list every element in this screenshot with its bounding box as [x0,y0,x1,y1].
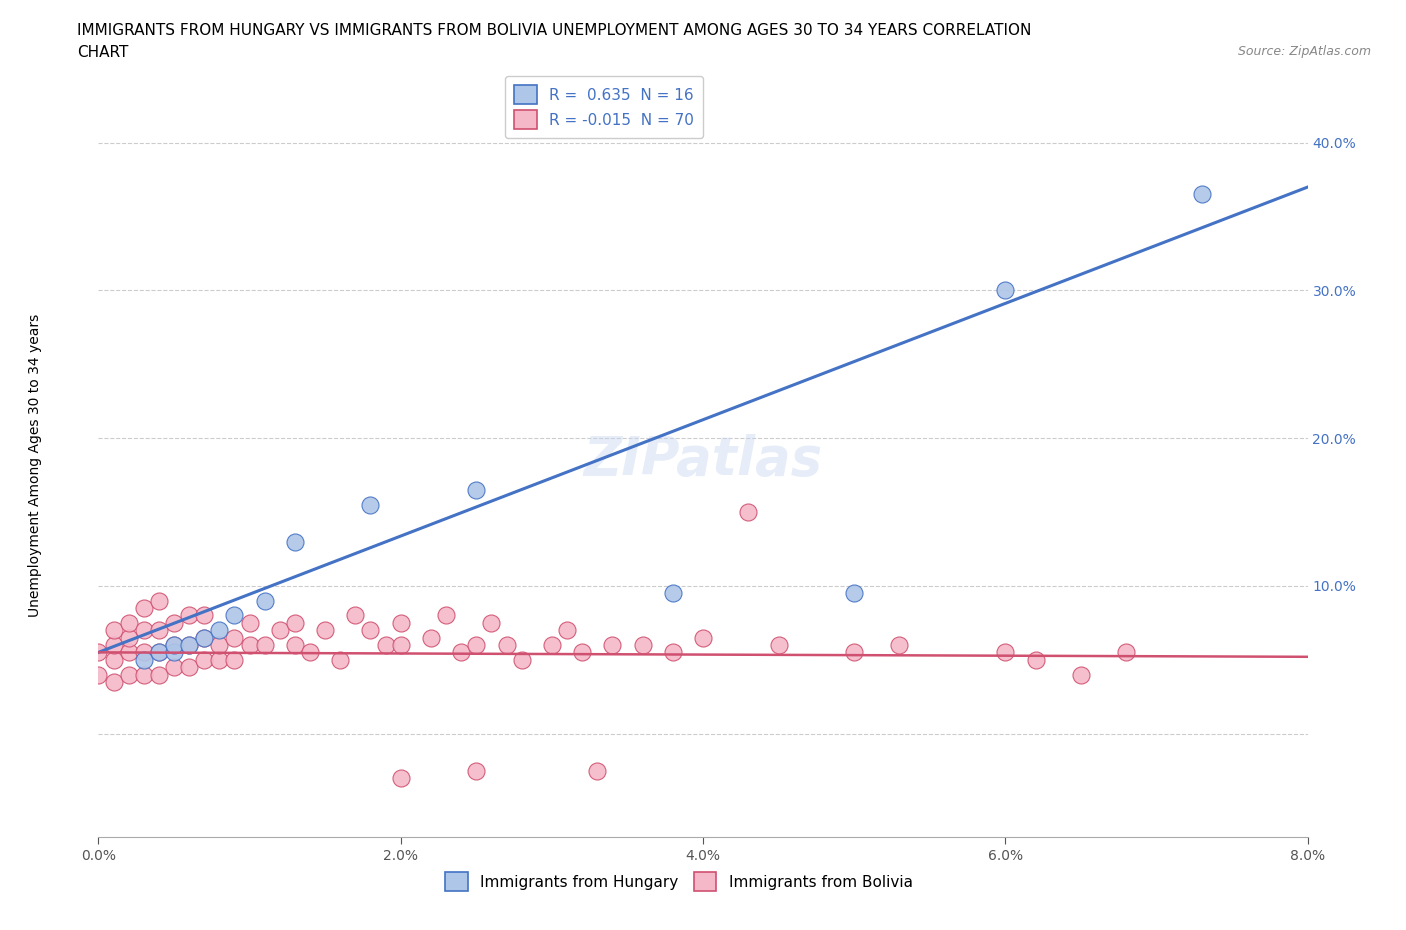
Point [148,644,170,659]
Point [540,638,562,653]
Point [571,644,593,659]
Point [661,644,683,659]
Point [994,644,1017,659]
Point [586,764,609,778]
Point [555,623,578,638]
Point [148,667,170,682]
Point [374,638,396,653]
Point [299,644,322,659]
Point [193,652,215,667]
Point [208,623,231,638]
Point [87,644,110,659]
Point [179,608,201,623]
Point [179,659,201,674]
Point [465,638,488,653]
Point [389,616,412,631]
Point [450,644,472,659]
Point [495,638,517,653]
Point [179,638,201,653]
Point [132,652,155,667]
Point [389,638,412,653]
Point [118,631,141,645]
Point [661,586,683,601]
Point [239,616,262,631]
Point [118,616,141,631]
Text: Source: ZipAtlas.com: Source: ZipAtlas.com [1237,45,1371,58]
Point [224,608,246,623]
Point [692,631,714,645]
Point [224,652,246,667]
Point [224,631,246,645]
Point [132,667,155,682]
Point [163,638,186,653]
Point [284,534,307,549]
Point [481,616,503,631]
Point [118,644,141,659]
Point [103,652,125,667]
Point [269,623,291,638]
Point [118,667,141,682]
Text: IMMIGRANTS FROM HUNGARY VS IMMIGRANTS FROM BOLIVIA UNEMPLOYMENT AMONG AGES 30 TO: IMMIGRANTS FROM HUNGARY VS IMMIGRANTS FR… [77,23,1032,38]
Point [434,608,457,623]
Point [465,764,488,778]
Point [179,638,201,653]
Point [994,283,1017,298]
Point [631,638,654,653]
Point [148,644,170,659]
Point [148,623,170,638]
Point [239,638,262,653]
Point [1070,667,1092,682]
Point [844,644,866,659]
Point [163,644,186,659]
Point [344,608,367,623]
Point [602,638,624,653]
Point [163,638,186,653]
Point [148,593,170,608]
Point [132,601,155,616]
Point [1191,187,1213,202]
Point [284,638,307,653]
Point [253,638,276,653]
Point [87,667,110,682]
Point [132,644,155,659]
Text: CHART: CHART [77,45,129,60]
Point [329,652,352,667]
Point [1115,644,1137,659]
Point [208,652,231,667]
Point [284,616,307,631]
Point [768,638,790,653]
Point [132,623,155,638]
Point [253,593,276,608]
Point [193,631,215,645]
Point [193,608,215,623]
Text: ZIPatlas: ZIPatlas [583,434,823,486]
Point [510,652,533,667]
Point [314,623,336,638]
Point [844,586,866,601]
Point [103,638,125,653]
Point [420,631,443,645]
Point [465,483,488,498]
Point [360,498,382,512]
Point [360,623,382,638]
Legend: Immigrants from Hungary, Immigrants from Bolivia: Immigrants from Hungary, Immigrants from… [439,867,920,897]
Point [163,659,186,674]
Point [208,638,231,653]
Point [193,631,215,645]
Point [889,638,911,653]
Point [103,623,125,638]
Text: Unemployment Among Ages 30 to 34 years: Unemployment Among Ages 30 to 34 years [28,313,42,617]
Point [1025,652,1047,667]
Point [163,616,186,631]
Point [103,674,125,689]
Point [389,770,412,785]
Point [737,505,759,520]
